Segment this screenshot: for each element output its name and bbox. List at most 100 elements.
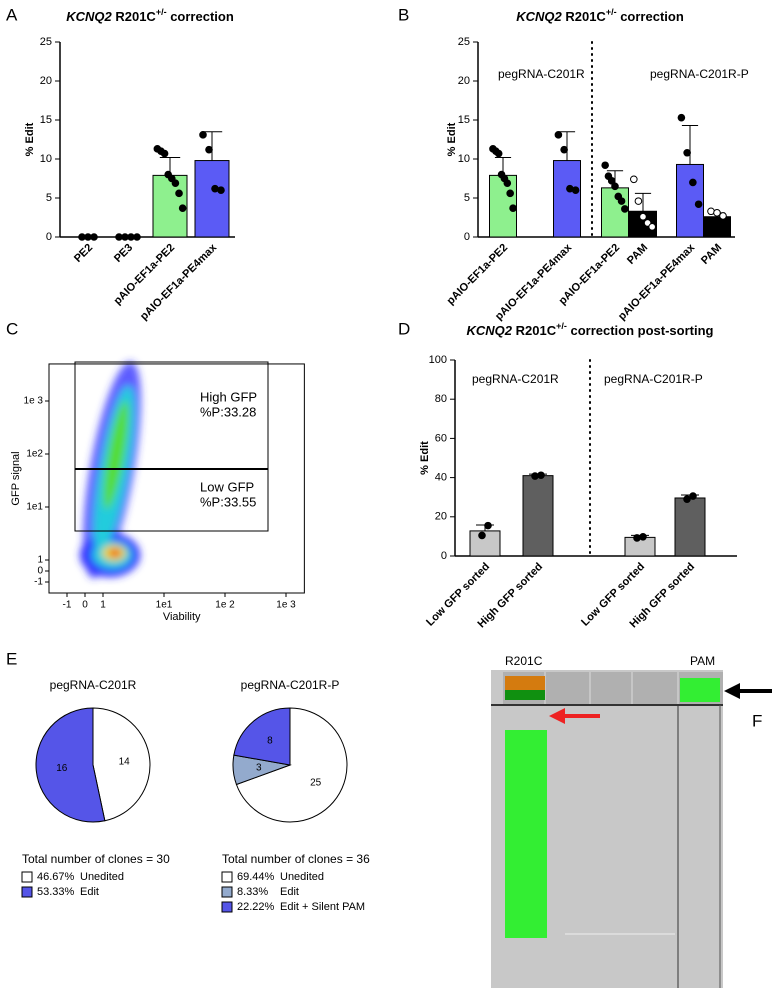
bar [194, 160, 230, 238]
data-point [611, 182, 619, 191]
chart-title: KCNQ2 R201C+/- correction post-sorting [467, 321, 714, 338]
data-point [478, 531, 486, 540]
y-tick-label: 1e2 [26, 449, 43, 460]
slice-label: 16 [56, 763, 68, 774]
x-tick-label: 1e 2 [215, 600, 235, 611]
slice-label: 8 [267, 736, 273, 747]
data-point [554, 131, 563, 139]
gate-label: %P:33.55 [200, 494, 256, 509]
x-tick-label: -1 [63, 600, 72, 611]
y-tick-label: 0 [46, 231, 52, 243]
y-tick-label: 0 [441, 550, 447, 562]
data-point [694, 200, 703, 209]
bar [703, 216, 731, 238]
y-tick-label: 80 [435, 393, 447, 405]
annotation: pegRNA-C201R-P [650, 67, 749, 81]
x-tick-label: PAM [625, 242, 650, 267]
chart-title: pegRNA-C201R [50, 678, 137, 692]
legend-swatch [221, 871, 233, 883]
annotation: pegRNA-C201R-P [604, 372, 703, 386]
x-tick-label: pAIO-EF1a-PE4max [616, 241, 698, 323]
legend-value: 53.33% [37, 886, 75, 898]
igv-view: R201C PAM [491, 654, 772, 988]
x-tick-label: 0 [82, 600, 88, 611]
bar [553, 160, 581, 238]
data-point [509, 204, 517, 212]
legend-label: Edit [80, 886, 99, 898]
data-point [494, 149, 503, 158]
gate-label: High GFP [200, 389, 257, 404]
data-point [719, 212, 727, 220]
bar [522, 475, 554, 557]
data-point [503, 179, 512, 187]
y-tick-label: 5 [46, 192, 52, 204]
panel-label: D [398, 319, 410, 338]
title-part: KCNQ2 [66, 9, 112, 24]
x-tick-label: pAIO-EF1a-PE2 [445, 242, 511, 308]
y-tick-label: 0 [464, 231, 470, 243]
data-point [601, 161, 609, 170]
panel-label: A [6, 5, 18, 24]
y-tick-label: 5 [464, 192, 470, 204]
data-point [630, 175, 638, 184]
data-point [639, 532, 647, 541]
data-point [621, 205, 629, 213]
legend-swatch [221, 886, 233, 898]
legend-value: 8.33% [237, 886, 268, 898]
data-point [537, 471, 545, 480]
legend-label: Edit [280, 886, 299, 898]
x-tick-label: PE3 [112, 242, 135, 265]
data-point [683, 495, 691, 503]
y-tick-label: 20 [435, 511, 447, 523]
data-point [639, 212, 647, 221]
title-part: KCNQ2 [516, 9, 562, 24]
title-part: KCNQ2 [467, 323, 513, 338]
data-point [506, 189, 514, 198]
y-tick-label: 20 [458, 75, 470, 87]
y-axis-label: % Edit [24, 122, 36, 156]
x-tick-label: 1 [100, 600, 106, 611]
data-point [617, 197, 626, 205]
y-tick-label: 15 [458, 114, 470, 126]
data-point [171, 179, 180, 187]
data-point [607, 177, 616, 185]
chart-title: KCNQ2 R201C+/- correction [516, 7, 684, 24]
x-tick-label: PAM [699, 242, 724, 267]
title-part: +/- [556, 321, 567, 331]
gate-label: Low GFP [200, 479, 254, 494]
data-point [560, 145, 568, 154]
y-tick-label: 60 [435, 432, 447, 444]
slice-label: 25 [310, 778, 322, 789]
title-part: correction [617, 9, 684, 24]
title-part: +/- [156, 7, 167, 17]
data-point [217, 186, 225, 194]
title-part: correction post-sorting [567, 323, 714, 338]
title-part: R201C [112, 9, 157, 24]
x-axis-label: Viability [163, 611, 201, 623]
bar [676, 163, 704, 238]
legend-swatch [221, 901, 233, 913]
gate-label: %P:33.28 [200, 404, 256, 419]
plot-frame [48, 363, 305, 594]
data-point [90, 233, 98, 241]
slice-label: 3 [256, 762, 262, 773]
y-tick-label: 1e 3 [24, 396, 44, 407]
y-tick-label: 40 [435, 472, 447, 484]
y-tick-label: 20 [40, 75, 52, 87]
y-tick-label: 100 [429, 354, 447, 366]
legend-swatch [21, 871, 33, 883]
data-point [133, 233, 141, 241]
legend-swatch [21, 886, 33, 898]
y-tick-label: 1 [37, 555, 43, 566]
note: Total number of clones = 30 [22, 852, 170, 866]
panel-label: E [6, 649, 17, 668]
data-point [677, 113, 686, 122]
igv-label: R201C [505, 654, 543, 668]
annotation: pegRNA-C201R [472, 372, 559, 386]
y-tick-label: -1 [34, 577, 43, 588]
pie-slice [235, 707, 348, 823]
data-point [484, 521, 492, 530]
title-part: correction [167, 9, 234, 24]
data-point [689, 178, 697, 187]
